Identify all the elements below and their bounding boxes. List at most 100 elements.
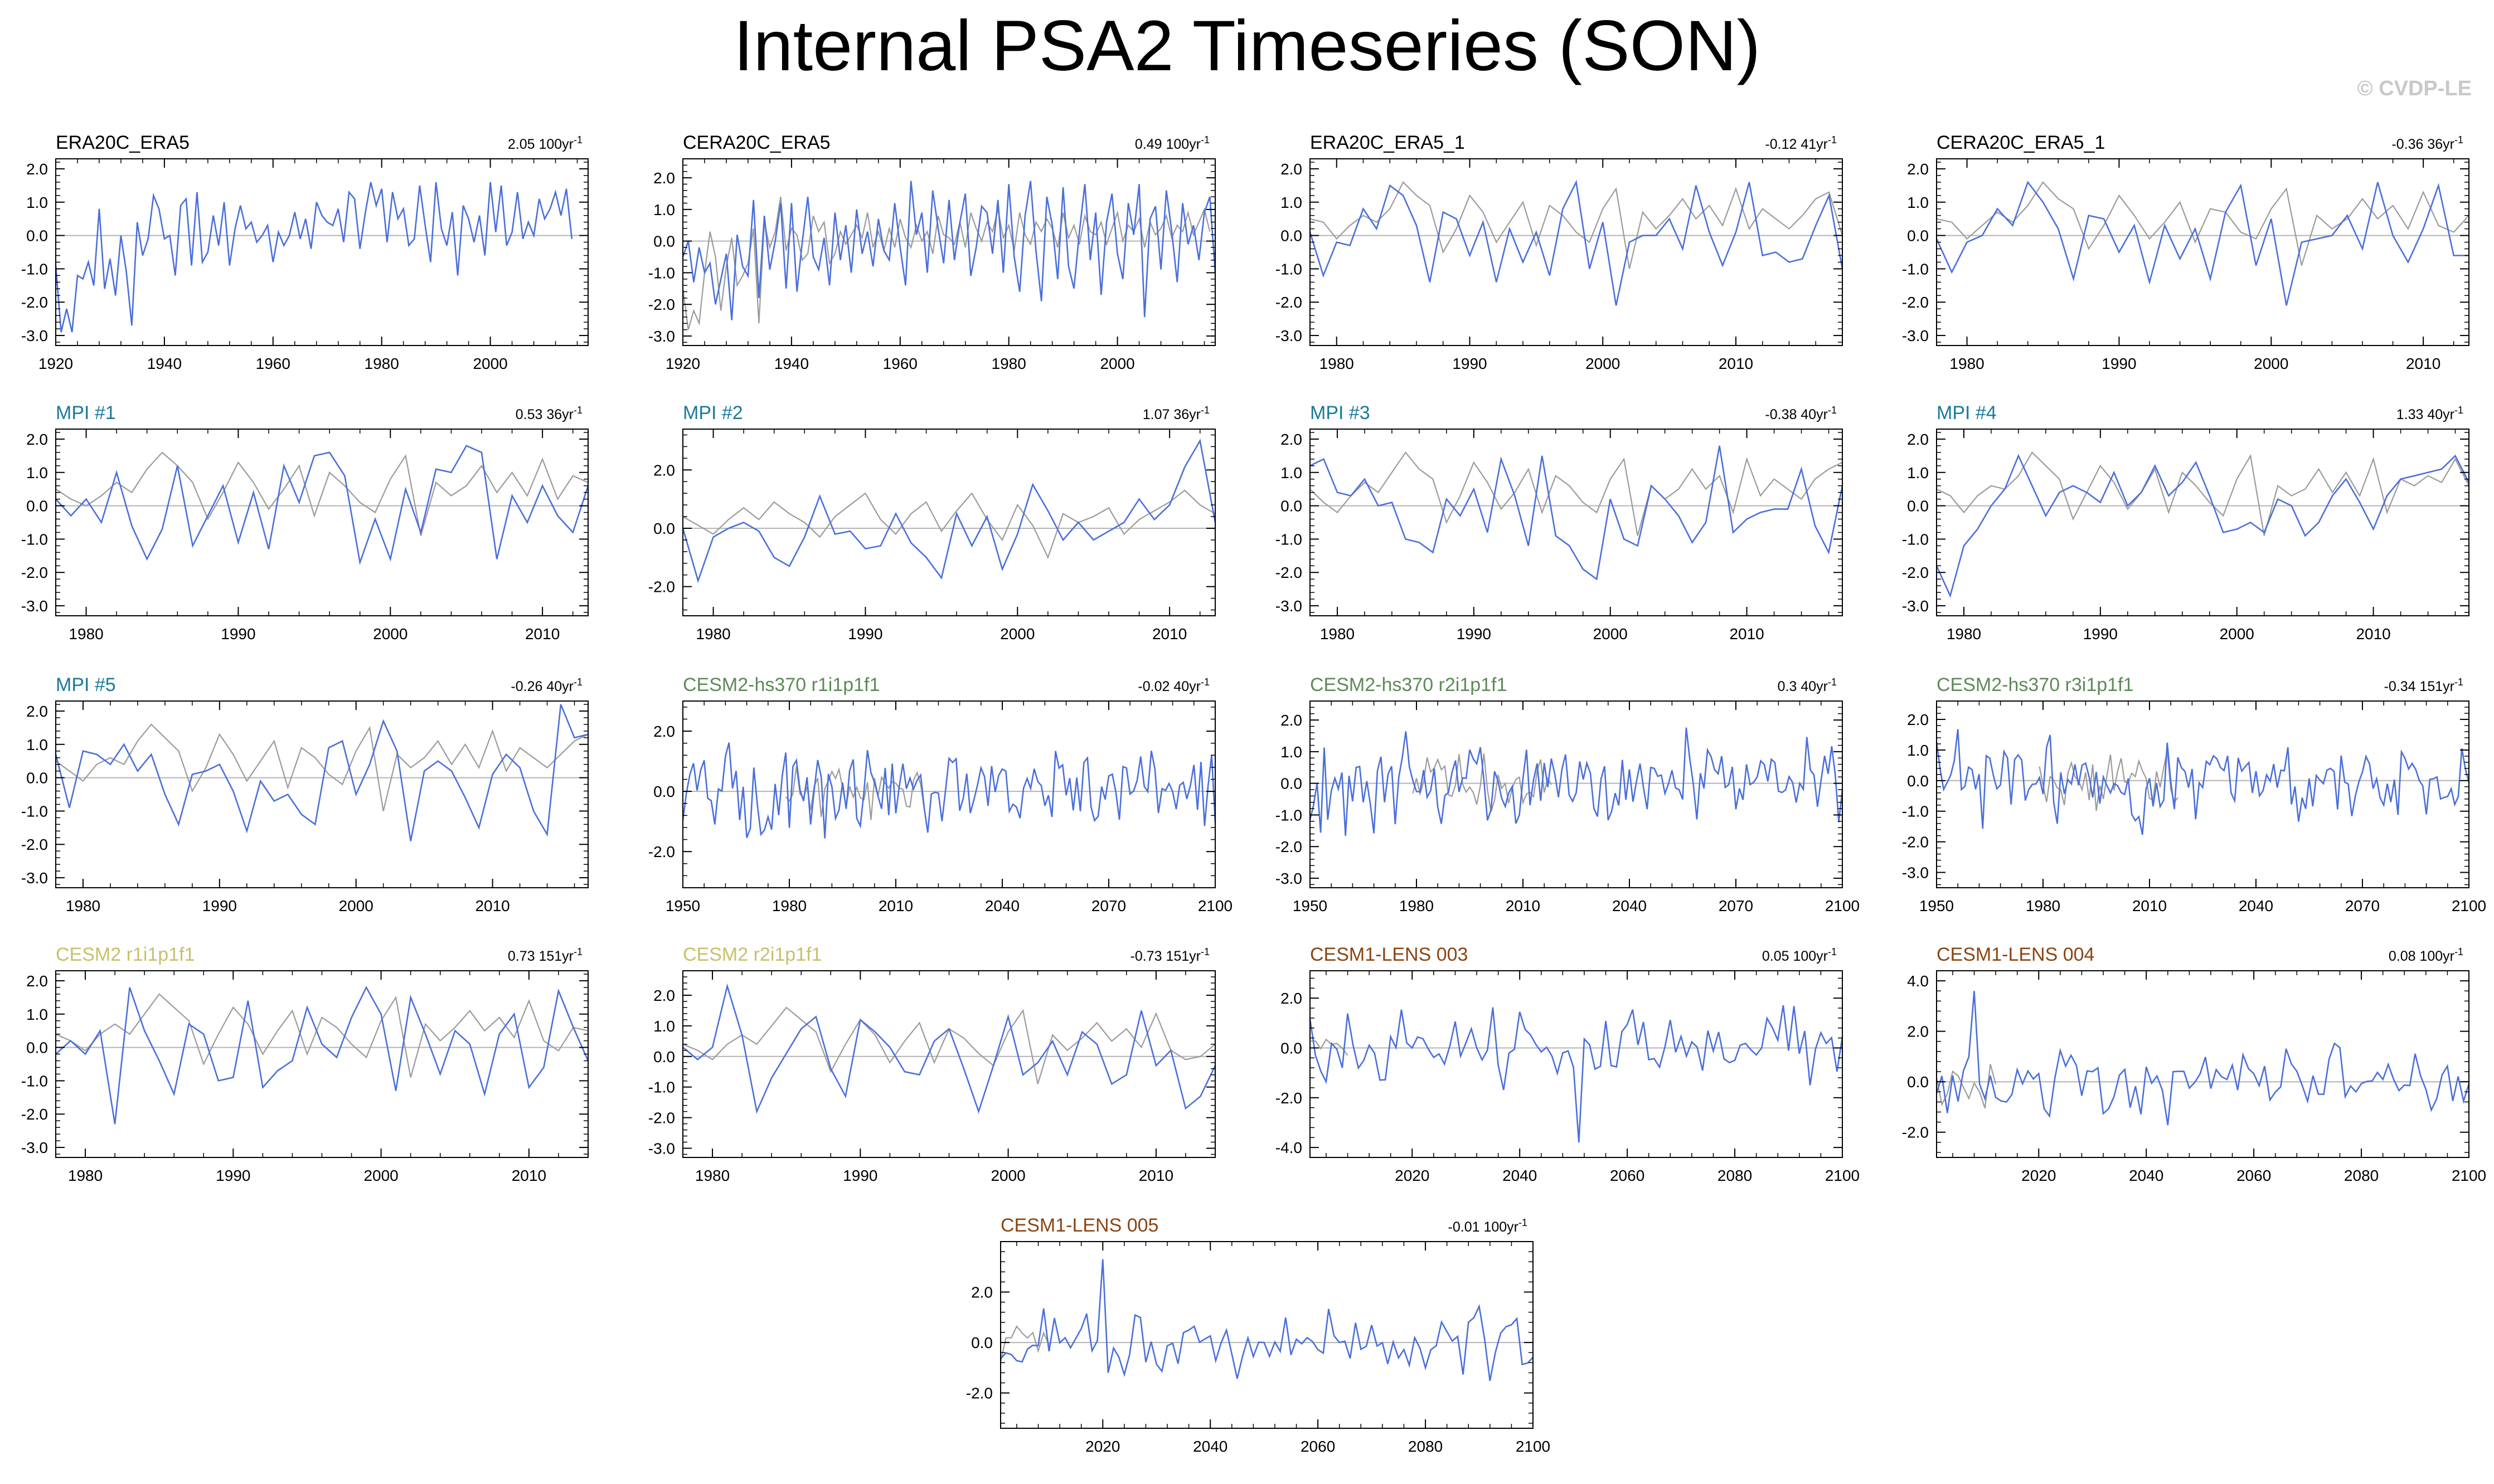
y-tick-label: -2.0: [1902, 1124, 1929, 1141]
y-tick-label: 0.0: [971, 1334, 993, 1351]
obs-series-line: [55, 451, 589, 536]
y-tick-label: 4.0: [1907, 972, 1929, 990]
obs-series-line: [55, 993, 589, 1078]
chart-panel-5: MPI #1 0.53 36yr-1 2.0 1.0 0.0 -1.0 -2.0 -3.0 19…: [21, 402, 589, 643]
y-tick-label: 0.0: [1280, 227, 1302, 245]
y-tick-label: 1.0: [1280, 743, 1302, 761]
x-tick-label: 2000: [473, 355, 507, 372]
figure-title: Internal PSA2 Timeseries (SON): [733, 6, 1761, 86]
chart-panel-1: ERA20C_ERA5 2.05 100yr-1 2.0 1.0 0.0 -1.0 -2.0…: [21, 132, 589, 372]
x-tick-label: 1920: [38, 355, 73, 372]
y-tick-label: 2.0: [653, 169, 675, 187]
cvdp-watermark: © CVDP-LE: [2357, 77, 2472, 100]
y-tick-label: -3.0: [648, 1140, 675, 1157]
panel-title: MPI #5: [56, 674, 116, 695]
y-tick-label: 2.0: [653, 987, 675, 1004]
plot-frame: [55, 158, 589, 346]
x-tick-label: 1950: [1293, 897, 1327, 914]
y-tick-label: -3.0: [1275, 870, 1302, 887]
y-tick-label: 0.0: [1280, 1039, 1302, 1057]
chart-panel-12: CESM2-hs370 r3i1p1f1 -0.34 151yr-1 2.0 1.0 0…: [1902, 674, 2486, 914]
y-tick-label: -2.0: [648, 296, 675, 313]
obs-series-line: [682, 1006, 1216, 1084]
x-tick-label: 2070: [1091, 897, 1126, 914]
panel-title: CESM2 r1i1p1f1: [56, 944, 195, 965]
plot-frame: [1936, 970, 2469, 1158]
model-series-line: [1309, 179, 1843, 306]
y-tick-label: 2.0: [1280, 990, 1302, 1007]
chart-panel-4: CERA20C_ERA5_1 -0.36 36yr-1 2.0 1.0 0.0 -1.0 -…: [1902, 132, 2469, 372]
plot-frame: [682, 158, 1216, 346]
plot-frame: [55, 970, 589, 1158]
obs-series-line: [1936, 181, 2469, 266]
x-tick-label: 1990: [843, 1167, 877, 1184]
panel-trend: -0.73 151yr-1: [1130, 946, 1210, 964]
y-tick-label: -2.0: [1902, 294, 1929, 311]
x-tick-label: 1990: [1457, 625, 1491, 643]
y-tick-label: -2.0: [21, 294, 48, 311]
panel-title: CESM2-hs370 r3i1p1f1: [1937, 674, 2133, 695]
y-tick-label: -2.0: [1275, 838, 1302, 855]
x-tick-label: 2010: [512, 1167, 546, 1184]
y-tick-label: -3.0: [1902, 327, 1929, 344]
x-tick-label: 2020: [1395, 1167, 1429, 1184]
plot-frame: [1309, 970, 1843, 1158]
plot-frame: [682, 970, 1216, 1158]
y-tick-label: 1.0: [1280, 194, 1302, 211]
x-tick-label: 2100: [2452, 897, 2486, 914]
x-tick-label: 1980: [1947, 625, 1981, 643]
y-tick-label: -3.0: [21, 869, 48, 887]
panel-title: MPI #3: [1310, 402, 1370, 424]
x-tick-label: 1990: [848, 625, 882, 643]
chart-panel-2: CERA20C_ERA5 0.49 100yr-1 2.0 1.0 0.0 -1.0 -2.…: [648, 132, 1216, 372]
panel-trend: -0.34 151yr-1: [2384, 677, 2463, 694]
x-tick-label: 2010: [1506, 897, 1540, 914]
x-tick-label: 2100: [1825, 897, 1860, 914]
y-tick-label: 1.0: [26, 464, 48, 481]
chart-panel-15: CESM1-LENS 003 0.05 100yr-1 2.0 0.0 -2.0 -4.0…: [1275, 944, 1860, 1184]
y-tick-label: -3.0: [1275, 327, 1302, 344]
x-tick-label: 2040: [985, 897, 1020, 914]
panel-title: ERA20C_ERA5: [56, 132, 190, 153]
x-tick-label: 2100: [1825, 1167, 1860, 1184]
obs-series-line: [999, 1325, 1050, 1362]
y-tick-label: 0.0: [1907, 772, 1929, 790]
x-tick-label: 2080: [1408, 1438, 1443, 1455]
panel-trend: 0.05 100yr-1: [1762, 946, 1837, 964]
y-tick-label: -2.0: [648, 843, 675, 860]
x-tick-label: 2020: [1085, 1438, 1120, 1455]
panel-title: MPI #4: [1937, 402, 1997, 424]
x-tick-label: 1990: [216, 1167, 250, 1184]
y-tick-label: 1.0: [1907, 464, 1929, 481]
y-tick-label: -1.0: [21, 802, 48, 820]
y-tick-label: 0.0: [1907, 227, 1929, 245]
chart-panel-6: MPI #2 1.07 36yr-1 2.0 0.0 -2.0 1980 1990 2000 2…: [648, 402, 1216, 643]
y-tick-label: 0.0: [1280, 775, 1302, 792]
panel-trend: -0.36 36yr-1: [2391, 134, 2463, 152]
model-series-line: [1000, 1259, 1534, 1381]
y-tick-label: -3.0: [1902, 864, 1929, 882]
x-tick-label: 2020: [2021, 1167, 2056, 1184]
panel-trend: 1.33 40yr-1: [2396, 405, 2463, 422]
y-tick-label: -2.0: [21, 1106, 48, 1123]
x-tick-label: 2070: [1719, 897, 1753, 914]
x-tick-label: 2100: [2452, 1167, 2486, 1184]
y-tick-label: -1.0: [1902, 531, 1929, 548]
y-tick-label: -2.0: [21, 564, 48, 581]
x-tick-label: 2010: [1729, 625, 1764, 643]
model-series-line: [1309, 727, 1843, 836]
x-tick-label: 1990: [2102, 355, 2136, 372]
x-tick-label: 2040: [2239, 897, 2273, 914]
y-tick-label: -3.0: [21, 1139, 48, 1156]
chart-panel-17: CESM1-LENS 005 -0.01 100yr-1 2.0 0.0 -2.0 202…: [966, 1215, 1550, 1455]
y-tick-label: -2.0: [648, 1110, 675, 1127]
y-tick-label: -3.0: [648, 328, 675, 345]
obs-series-line: [1309, 1038, 1348, 1056]
y-tick-label: -1.0: [1902, 260, 1929, 278]
model-series-line: [55, 182, 573, 333]
panel-trend: -0.26 40yr-1: [511, 677, 583, 694]
plot-frame: [55, 429, 589, 616]
obs-series-line: [55, 723, 589, 811]
y-tick-label: 2.0: [1280, 160, 1302, 178]
model-series-line: [1935, 454, 2470, 598]
